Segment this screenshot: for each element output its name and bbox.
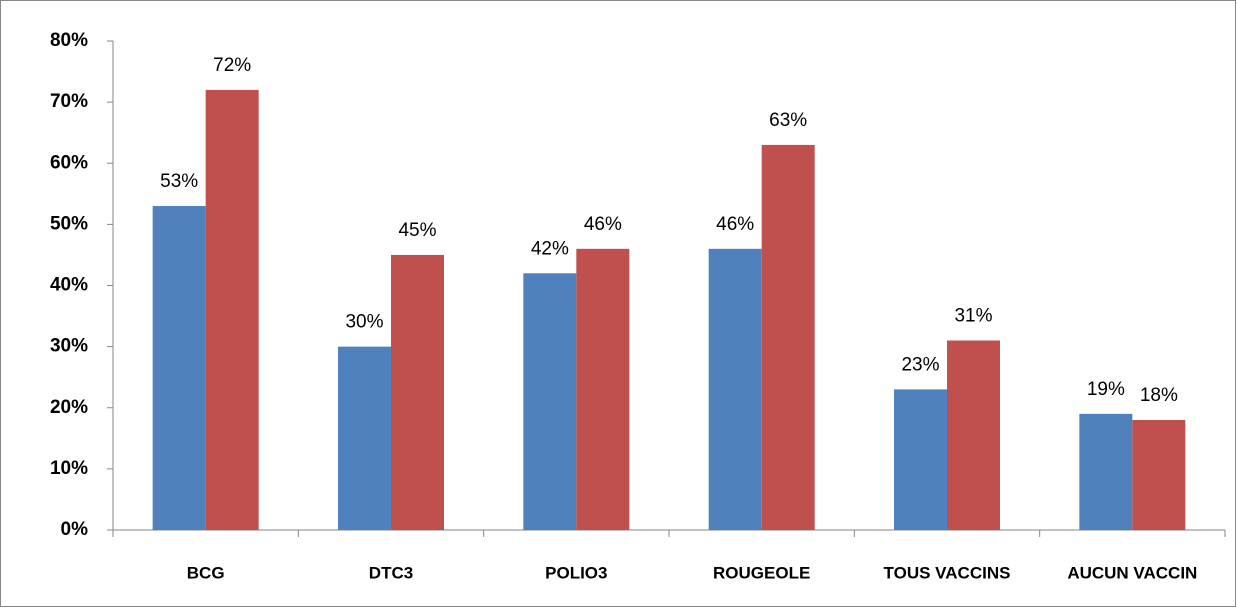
value-label: 31%: [954, 306, 992, 327]
value-label: 72%: [213, 55, 251, 76]
bar: [761, 144, 815, 530]
bar: [894, 389, 947, 530]
y-tick-label: 20%: [50, 397, 88, 418]
value-label: 42%: [531, 238, 569, 259]
value-label: 46%: [716, 214, 754, 235]
x-tick-label: TOUS VACCINS: [884, 563, 1011, 582]
y-tick-label: 40%: [50, 275, 88, 296]
bar: [576, 248, 630, 530]
x-tick-label: DTC3: [369, 563, 413, 582]
y-tick-label: 60%: [50, 152, 88, 173]
y-tick-label: 70%: [50, 91, 88, 112]
value-label: 23%: [901, 354, 939, 375]
x-tick-label: BCG: [187, 563, 225, 582]
bar: [391, 254, 444, 530]
y-tick-label: 0%: [61, 519, 89, 540]
x-tick-label: ROUGEOLE: [713, 563, 810, 582]
value-label: 30%: [345, 312, 383, 333]
bar: [708, 248, 762, 530]
value-label: 19%: [1087, 379, 1125, 400]
x-tick-label: AUCUN VACCIN: [1067, 563, 1197, 582]
value-label: 63%: [769, 110, 807, 131]
y-tick-label: 50%: [50, 213, 88, 234]
x-tick-label: POLIO3: [545, 563, 607, 582]
value-label: 53%: [160, 171, 198, 192]
y-tick-label: 30%: [50, 336, 88, 357]
bar: [1079, 413, 1133, 530]
value-label: 46%: [584, 214, 622, 235]
bar: [205, 89, 259, 531]
y-tick-label: 80%: [50, 30, 88, 51]
bar: [523, 273, 577, 530]
value-label: 45%: [398, 220, 436, 241]
bar: [338, 346, 391, 530]
bar: [152, 206, 206, 530]
value-label: 18%: [1140, 385, 1178, 406]
bar: [947, 340, 1000, 530]
y-tick-label: 10%: [50, 458, 88, 479]
bar: [1132, 419, 1186, 530]
